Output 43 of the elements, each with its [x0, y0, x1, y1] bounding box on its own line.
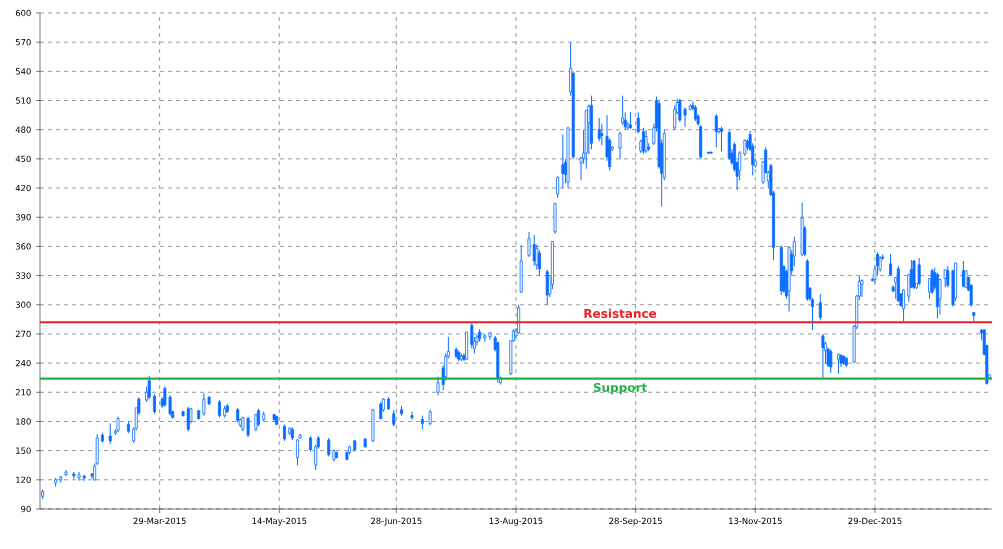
candlestick — [108, 422, 112, 445]
y-tick-label: 240 — [15, 359, 31, 367]
x-tick-label: 13-Nov-2015 — [729, 517, 782, 525]
y-tick-label: 450 — [15, 155, 31, 163]
x-tick-label: 29-Dec-2015 — [848, 517, 902, 525]
x-tick-label: 28-Sep-2015 — [609, 517, 662, 526]
candlestick — [621, 95, 625, 126]
candlestick — [889, 253, 893, 277]
candlestick — [636, 111, 640, 135]
y-tick-label: 120 — [16, 476, 31, 483]
candlestick — [556, 175, 560, 199]
y-tick-label: 360 — [15, 243, 31, 250]
y-tick-label: 420 — [15, 184, 31, 192]
y-tick-label: 390 — [15, 214, 31, 221]
y-tick-label: 330 — [15, 272, 31, 279]
ref-line-label: Resistance — [584, 308, 657, 318]
candlestick — [545, 269, 549, 306]
y-tick-label: 540 — [15, 68, 31, 75]
candlestick — [618, 131, 622, 160]
candlestick — [829, 348, 833, 374]
candlestick — [147, 375, 151, 400]
y-tick-label: 600 — [15, 9, 31, 17]
y-tick-label: 90 — [21, 505, 31, 513]
y-tick-label: 180 — [16, 418, 31, 425]
y-tick-label: 510 — [15, 97, 31, 104]
candlestick — [410, 411, 414, 421]
y-tick-label: 210 — [15, 389, 31, 396]
y-tick-label: 270 — [15, 330, 31, 338]
y-tick-label: 480 — [15, 126, 31, 133]
candlestick — [152, 393, 156, 415]
candlestick — [296, 438, 300, 466]
x-tick-label: 14-May-2015 — [252, 517, 307, 526]
candlestick — [597, 117, 601, 142]
x-tick-label: 13-Aug-2015 — [489, 517, 543, 526]
y-tick-label: 570 — [15, 39, 31, 46]
y-tick-label: 300 — [15, 301, 31, 308]
x-tick-label: 28-Jun-2015 — [371, 517, 422, 526]
candlestick — [327, 437, 331, 457]
candlestick — [860, 278, 864, 298]
ref-line-label: Support — [593, 382, 647, 395]
x-tick-label: 29-Mar-2015 — [133, 517, 186, 525]
y-tick-label: 150 — [16, 447, 31, 454]
candlestick — [818, 293, 822, 321]
